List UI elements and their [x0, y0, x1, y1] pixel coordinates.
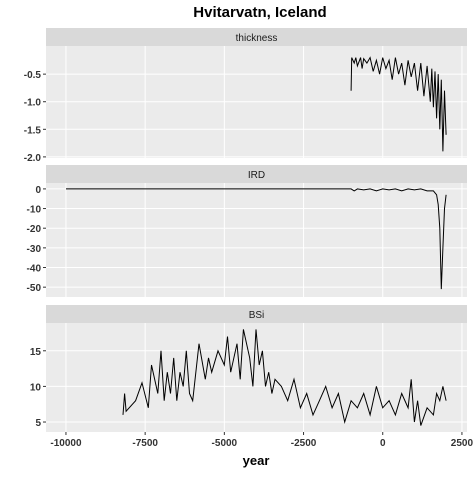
y-tick-label: -10	[27, 205, 42, 216]
y-tick-label: -2.0	[24, 153, 42, 164]
strip	[46, 165, 467, 183]
y-tick-label: 0	[35, 185, 41, 196]
y-tick-label: 5	[35, 418, 41, 429]
x-tick-label: -5000	[212, 438, 238, 449]
strip	[46, 28, 467, 46]
chart-title: Hvitarvatn, Iceland	[193, 4, 326, 21]
strip-label: BSi	[249, 310, 265, 321]
strip-label: IRD	[248, 170, 265, 181]
y-tick-label: 10	[30, 382, 42, 393]
x-axis-label: year	[243, 453, 270, 468]
data-line	[66, 188, 447, 290]
x-tick-label: 0	[380, 438, 386, 449]
y-tick-label: -0.5	[24, 70, 42, 81]
y-tick-label: -30	[27, 244, 42, 255]
y-tick-label: -20	[27, 224, 42, 235]
strip-label: thickness	[236, 33, 278, 44]
x-tick-label: 2500	[451, 438, 473, 449]
y-tick-label: -40	[27, 264, 42, 275]
data-line	[350, 56, 447, 152]
y-tick-label: -1.0	[24, 98, 42, 109]
x-tick-label: -10000	[50, 438, 82, 449]
panel	[46, 183, 467, 297]
x-tick-label: -2500	[291, 438, 317, 449]
panel	[46, 323, 467, 432]
strip	[46, 305, 467, 323]
y-tick-label: 15	[30, 347, 42, 358]
x-tick-label: -7500	[132, 438, 158, 449]
data-line	[122, 329, 447, 426]
y-tick-label: -50	[27, 283, 42, 294]
y-tick-label: -1.5	[24, 125, 42, 136]
